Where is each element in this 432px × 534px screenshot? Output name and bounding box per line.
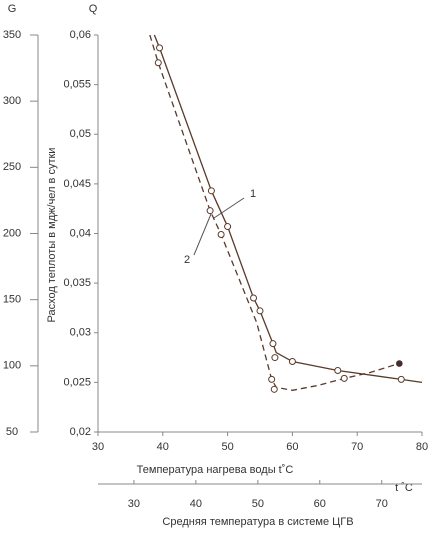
x-axis-title: Температура нагрева воды t˚C (137, 464, 294, 476)
x-tick-label: 30 (92, 441, 104, 453)
data-point (256, 307, 264, 315)
x-tick-label: 80 (416, 441, 428, 453)
y-tick-label: 0,05 (70, 128, 91, 140)
y-tick-label: 0,03 (70, 327, 91, 339)
data-point (154, 59, 162, 67)
data-point (397, 375, 405, 383)
x2-tick-label: 40 (190, 498, 202, 510)
data-point (288, 358, 296, 366)
data-point (207, 187, 215, 195)
x-tick-label: 40 (157, 441, 169, 453)
data-point (156, 44, 164, 52)
q-axis-title: Q (89, 3, 98, 15)
g-tick-label: 200 (3, 227, 21, 239)
g-tick-label: 100 (3, 360, 21, 372)
data-point (206, 207, 214, 215)
data-point (269, 340, 277, 348)
x2-axis-title: Средняя температура в системе ЦГВ (162, 516, 353, 528)
data-point (271, 354, 279, 362)
y-tick-label: 0,02 (70, 426, 91, 438)
curve-label: 2 (184, 254, 190, 266)
x2-tick-label: 70 (376, 498, 388, 510)
y-tick-label: 0,025 (63, 376, 91, 388)
leader-line (213, 197, 245, 219)
data-point (224, 223, 232, 231)
y-tick-label: 0,055 (63, 79, 91, 91)
series-line (149, 34, 400, 391)
g-tick-label: 50 (6, 426, 18, 438)
data-point (340, 374, 348, 382)
g-tick-label: 300 (3, 95, 21, 107)
x-tick-label: 50 (221, 441, 233, 453)
data-point (268, 375, 276, 383)
y-tick-label: 0,045 (63, 178, 91, 190)
y-tick-label: 0,06 (70, 29, 91, 41)
g-tick-label: 250 (3, 161, 21, 173)
x2-tick-label: 50 (252, 498, 264, 510)
series-line (153, 34, 423, 384)
y-tick-label: 0,04 (70, 227, 91, 239)
x2-tick-label: 60 (314, 498, 326, 510)
x2-tick-label: 30 (128, 498, 140, 510)
data-point (270, 385, 278, 393)
leader-line (193, 213, 212, 256)
data-point (217, 230, 225, 238)
x-tick-label: 70 (351, 441, 363, 453)
data-point (334, 366, 342, 374)
y-tick-label: 0,035 (63, 277, 91, 289)
g-axis-title: G (8, 3, 17, 15)
curve-label: 1 (250, 188, 256, 200)
x-unit: t ˚C (395, 482, 413, 494)
x-tick-label: 60 (286, 441, 298, 453)
y-axis-title: Расход теплоты в мдж/чел в сутки (46, 148, 58, 323)
data-point-filled (396, 360, 403, 367)
g-tick-label: 150 (3, 294, 21, 306)
data-point (250, 294, 258, 302)
g-tick-label: 350 (3, 29, 21, 41)
